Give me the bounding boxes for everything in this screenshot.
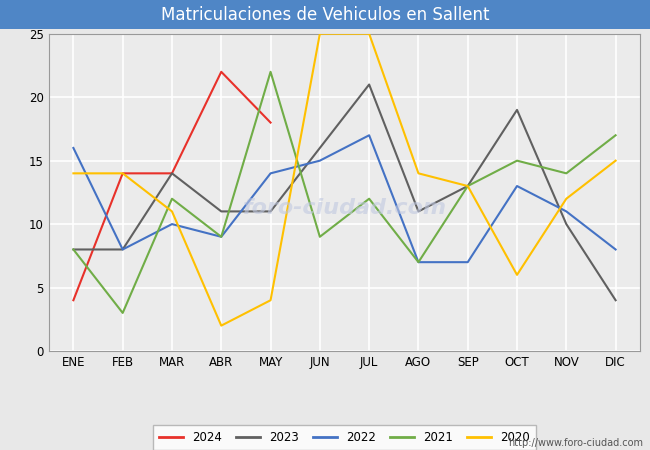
Text: Matriculaciones de Vehiculos en Sallent: Matriculaciones de Vehiculos en Sallent	[161, 5, 489, 23]
Legend: 2024, 2023, 2022, 2021, 2020: 2024, 2023, 2022, 2021, 2020	[153, 425, 536, 450]
Text: http://www.foro-ciudad.com: http://www.foro-ciudad.com	[508, 438, 644, 448]
Text: foro-ciudad.com: foro-ciudad.com	[242, 198, 447, 218]
